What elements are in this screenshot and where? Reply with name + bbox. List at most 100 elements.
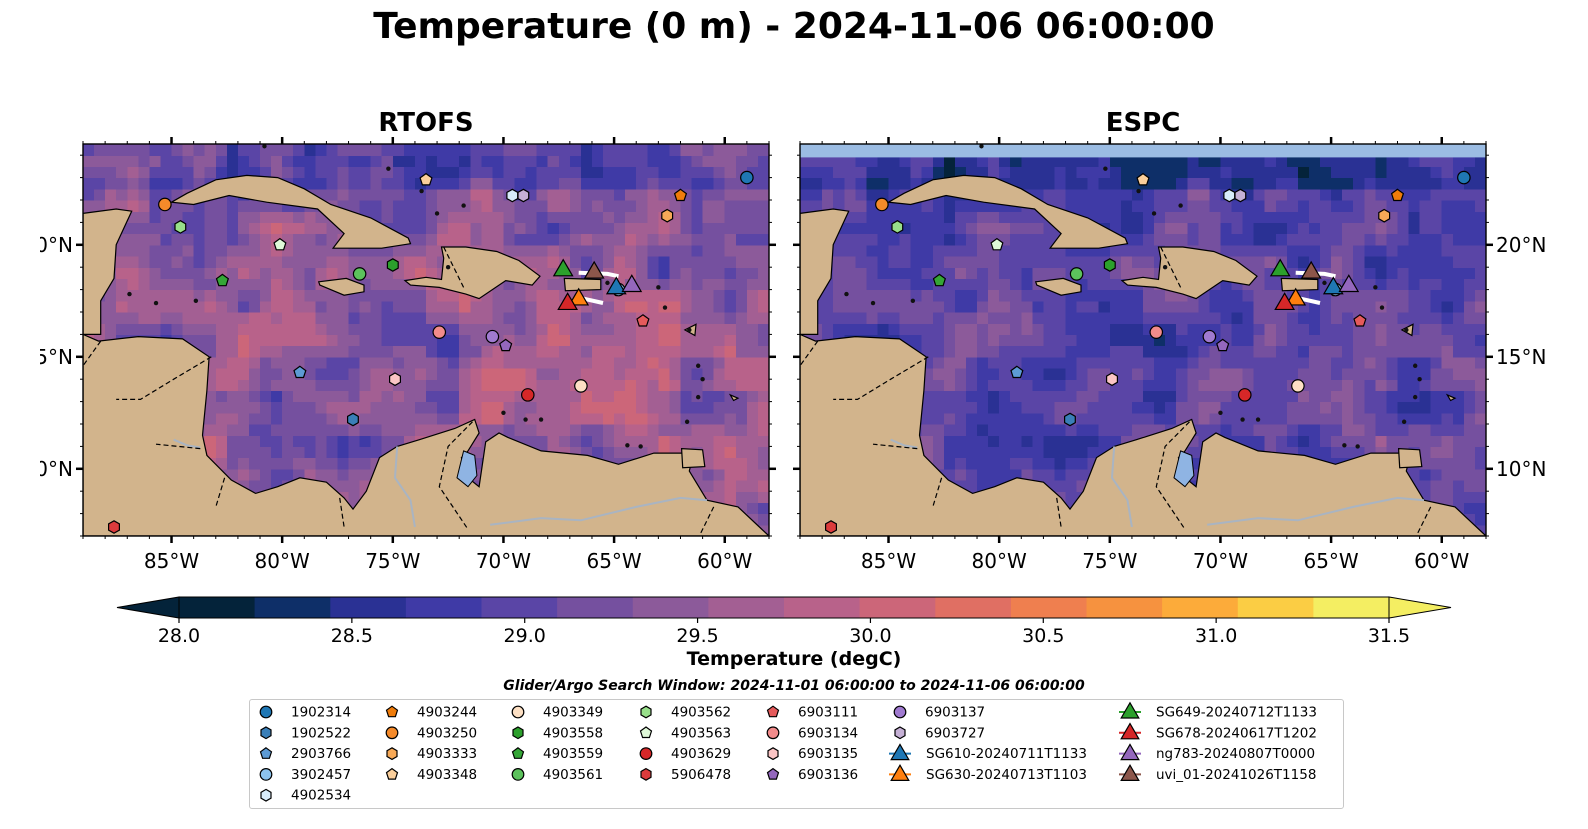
sst-cell [1165,177,1177,190]
sst-cell [514,312,527,324]
sst-cell [337,166,350,179]
sst-cell [370,435,383,447]
sst-cell [293,457,305,470]
sst-cell [1375,401,1388,414]
sst-cell [1386,233,1399,246]
sst-cell [414,200,427,212]
sst-cell [414,166,427,179]
sst-cell [536,244,549,257]
sst-cell [1375,244,1388,257]
sst-cell [1043,334,1056,347]
sst-cell [282,412,294,425]
sst-cell [669,200,682,212]
sst-cell [580,446,593,459]
sst-cell [1309,379,1321,391]
sst-cell [647,144,659,156]
sst-cell [1375,435,1388,447]
sst-cell [348,401,361,414]
sst-cell [943,356,956,369]
sst-cell [833,166,845,179]
sst-cell [437,368,449,380]
sst-cell [127,267,139,279]
sst-cell [359,480,372,492]
sst-cell [448,233,460,246]
sst-cell [1463,379,1476,391]
sst-cell [988,312,1000,324]
river [1207,496,1425,526]
sst-cell [757,401,769,414]
sst-cell [370,200,383,212]
sst-cell [977,300,989,313]
sst-cell [1419,289,1432,302]
sst-cell [921,211,934,223]
sst-cell [1342,256,1354,268]
sst-cell [260,278,272,291]
sst-cell [249,446,261,459]
sst-cell [536,256,549,268]
sst-cell [680,334,693,347]
sst-cell [1032,323,1045,335]
sst-cell [877,267,890,279]
sst-cell [932,155,945,167]
sst-cell [713,356,726,369]
sst-cell [669,144,682,156]
platform-marker-6903134 [1149,325,1164,339]
sst-cell [359,334,372,347]
sst-cell [304,356,316,369]
sst-cell [724,491,737,503]
sst-cell [326,446,339,459]
sst-cell [1264,177,1277,190]
sst-cell [260,200,272,212]
sst-cell [822,166,834,179]
sst-cell [337,424,350,436]
sst-cell [1408,300,1421,313]
sst-cell [403,155,416,167]
sst-cell [954,233,967,246]
sst-cell [988,379,1000,391]
sst-cell [844,155,856,167]
sst-cell [1441,412,1454,425]
sst-cell [1275,446,1288,459]
sst-cell [580,323,593,335]
sst-cell [503,424,516,436]
sst-cell [1242,345,1255,358]
sst-cell [492,188,505,201]
sst-cell [503,368,516,380]
sst-cell [1441,166,1454,179]
sst-cell [1342,345,1354,358]
sst-cell [735,468,748,481]
sst-cell [680,289,693,302]
sst-cell [1331,300,1343,313]
sst-cell [149,267,162,279]
sst-cell [1010,177,1022,190]
country-border [1155,421,1190,530]
sst-cell [735,312,748,324]
sst-cell [1253,345,1266,358]
sst-cell [1353,256,1365,268]
sst-cell [1452,200,1465,212]
sst-cell [426,244,438,257]
sst-cell [877,244,890,257]
sst-cell [1441,222,1454,235]
sst-cell [899,177,912,190]
sst-cell [1209,390,1222,403]
sst-cell [625,312,637,324]
sst-cell [614,390,626,403]
sst-cell [1209,289,1222,302]
sst-cell [669,401,682,414]
sst-cell [138,278,150,291]
sst-cell [1010,233,1022,246]
sst-cell [215,233,228,246]
sst-cell [603,312,615,324]
sst-cell [1087,412,1100,425]
sst-cell [514,368,527,380]
sst-cell [226,144,239,156]
sst-cell [470,345,482,358]
sst-cell [1043,233,1056,246]
sst-cell [1154,177,1166,190]
sst-cell [1242,412,1255,425]
sst-cell [658,368,671,380]
sst-cell [282,300,294,313]
sst-cell [547,412,560,425]
sst-cell [822,155,834,167]
